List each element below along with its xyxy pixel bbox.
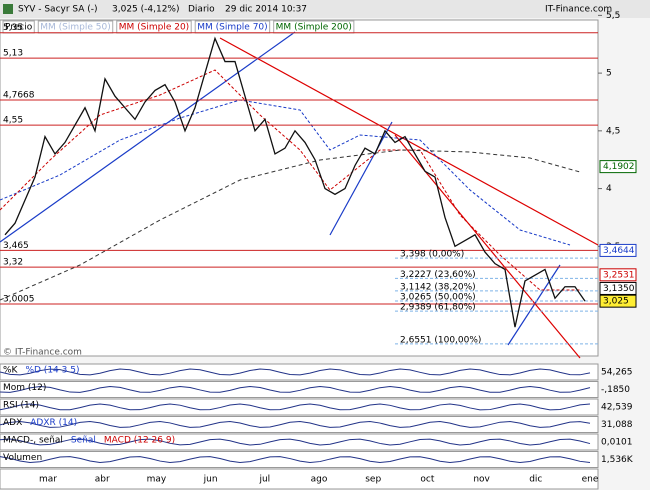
indicator-label: %D (14 3 5) — [25, 366, 79, 376]
x-tick-label: dic — [529, 475, 542, 485]
value-box-label: 3,1350 — [603, 284, 635, 294]
indicator-line — [0, 421, 591, 428]
y-tick-label: 5 — [606, 69, 612, 79]
x-axis-bar — [0, 468, 599, 490]
x-tick-label: jul — [258, 475, 270, 485]
level-label: 4,55 — [3, 116, 23, 126]
trendline — [329, 121, 393, 236]
value-box — [599, 294, 637, 308]
indicator-label: RSI (14) — [3, 401, 39, 411]
brand: IT-Finance.com — [545, 5, 612, 15]
indicator-panel — [0, 398, 599, 416]
moving-average — [0, 99, 571, 246]
x-tick-label: sep — [365, 475, 381, 485]
indicator-panel — [0, 381, 599, 398]
date: 29 dic 2014 10:37 — [225, 5, 307, 15]
indicator-label: ADXR (14) — [30, 418, 77, 428]
value-box-label: 3,2531 — [603, 270, 635, 280]
indicator-label: %K — [3, 366, 19, 376]
legend-entry: MM (Simple 70) — [197, 23, 267, 33]
indicator-line — [0, 438, 591, 446]
indicator-panel — [0, 433, 599, 451]
fib-label: 3,0265 (50,00%) — [400, 292, 476, 302]
value-box — [599, 281, 637, 295]
y-tick-label: 4 — [606, 184, 612, 194]
value-box-label: 4,1902 — [603, 162, 635, 172]
level-label: 5,13 — [3, 49, 23, 59]
x-tick-label: mar — [39, 475, 57, 485]
indicator-value: 42,539 — [601, 403, 633, 413]
value-box — [599, 160, 637, 174]
indicator-panel — [0, 363, 599, 381]
indicator-line — [0, 368, 591, 376]
indicator-label: Señal — [71, 436, 96, 446]
indicator-label: MACD (12 26 9) — [104, 436, 175, 446]
x-tick-label: jun — [203, 475, 218, 485]
x-tick-label: ene — [582, 475, 599, 485]
fib-label: 2,6551 (100,00%) — [400, 335, 481, 345]
indicator-value: 1,536K — [601, 455, 634, 465]
fib-label: 3,2227 (23,60%) — [400, 270, 476, 280]
value-box — [599, 243, 637, 257]
period: Diario — [188, 5, 215, 15]
fib-label: 3,398 (0,00%) — [400, 250, 464, 260]
y-tick-label: 5,5 — [606, 11, 620, 21]
level-label: 3,465 — [3, 241, 29, 251]
legend-entry: MM (Simple 50) — [40, 23, 110, 33]
legend-entry: MM (Simple 20) — [119, 23, 189, 33]
indicator-value: -,1850 — [601, 385, 630, 395]
indicator-value: 54,265 — [601, 368, 633, 378]
indicator-value: 0,0101 — [601, 438, 633, 448]
main-panel — [0, 19, 599, 357]
title: SYV - Sacyr SA (-) — [18, 5, 98, 15]
moving-average — [0, 69, 580, 291]
icon — [3, 4, 13, 14]
indicator-label: ADX — [3, 418, 22, 428]
watermark: © IT-Finance.com — [3, 348, 82, 358]
level-label: 4,7668 — [3, 91, 35, 101]
indicator-line — [0, 403, 591, 411]
level-label: 5,35 — [3, 23, 23, 33]
x-tick-label: nov — [473, 475, 490, 485]
x-tick-label: abr — [95, 475, 110, 485]
indicator-value: 31,088 — [601, 420, 633, 430]
fib-label: 2,9389 (61,80%) — [400, 303, 476, 313]
moving-average — [0, 149, 581, 301]
price-line — [4, 36, 586, 328]
legend-entry: Precio — [5, 23, 33, 33]
indicator-label: Mom (12) — [3, 383, 46, 393]
value-box-label: 3,4644 — [603, 246, 635, 256]
indicator-label: MACD-, señal — [3, 436, 63, 446]
indicator-panel — [0, 451, 599, 468]
trendline — [219, 37, 599, 246]
indicator-line — [0, 456, 591, 464]
fib-label: 3,1142 (38,20%) — [400, 282, 476, 292]
trendline — [0, 31, 296, 243]
y-tick-label: 4,5 — [606, 126, 620, 136]
level-label: 3,32 — [3, 258, 23, 268]
indicator-line — [0, 385, 591, 393]
indicator-panels: %K %D (14 3 5) 54,265 Mom (12) -,1850 RSI (14… — [0, 363, 634, 468]
indicator-panel — [0, 416, 599, 433]
value-box-label: 3,025 — [603, 297, 629, 307]
quote: 3,025 (-4,12%) — [112, 5, 180, 15]
legend-entry: MM (Simple 200) — [276, 23, 352, 33]
x-tick-label: oct — [420, 475, 434, 485]
level-label: 3,0005 — [3, 294, 35, 304]
header-bar — [0, 0, 650, 18]
trendlines — [0, 31, 599, 359]
indicator-label: Volumen — [3, 453, 42, 463]
x-tick-label: ago — [311, 475, 328, 485]
value-box — [599, 268, 637, 282]
x-tick-label: may — [147, 475, 167, 485]
